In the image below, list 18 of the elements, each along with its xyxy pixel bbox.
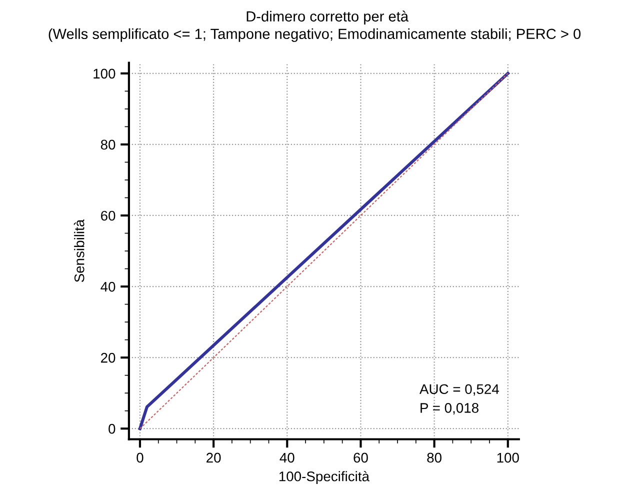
y-tick-label: 0 [108,424,116,434]
x-tick-label: 0 [136,452,144,463]
x-tick-label: 60 [354,452,368,463]
annotation: AUC = 0,524 [420,384,499,396]
y-tick-label: 20 [101,352,116,363]
x-tick-label: 40 [280,452,294,463]
y-tick-label: 40 [100,282,116,292]
x-tick-label: 100 [497,452,519,463]
y-tick-label: 100 [94,68,116,79]
chart-title: D-dimero corretto per età [246,10,409,24]
x-tick-label: 80 [427,452,442,463]
y-axis-title: Sensibilità [74,219,84,282]
x-axis-title: 100-Specificità [279,470,370,484]
annotation: P = 0,018 [420,403,478,414]
y-tick-label: 80 [100,140,116,150]
x-tick-label: 20 [206,452,221,463]
chart-subtitle: (Wells semplificato <= 1; Tampone negativo; Emodinamicamente stabili; PERC > 0 [48,28,581,42]
y-tick-label: 60 [101,210,116,221]
